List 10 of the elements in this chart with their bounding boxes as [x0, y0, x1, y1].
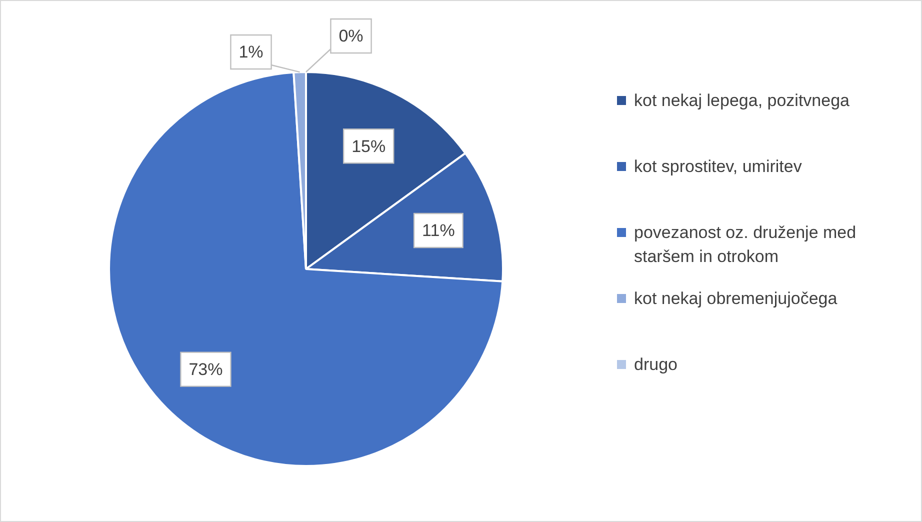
legend-label: povezanost oz. druženje med staršem in otrokom — [634, 222, 858, 268]
data-label: 11% — [422, 221, 455, 240]
data-label: 1% — [238, 42, 264, 62]
legend-label: kot nekaj obremenjujočega — [634, 288, 838, 310]
text: 0% — [338, 26, 364, 46]
legend-label: drugo — [634, 354, 678, 376]
legend-label: kot sprostitev, umiritev — [634, 156, 803, 178]
data-label: 73% — [188, 360, 223, 379]
data-label: 15% — [352, 136, 386, 156]
legend-label: kot nekaj lepega, pozitvnega — [634, 90, 850, 112]
